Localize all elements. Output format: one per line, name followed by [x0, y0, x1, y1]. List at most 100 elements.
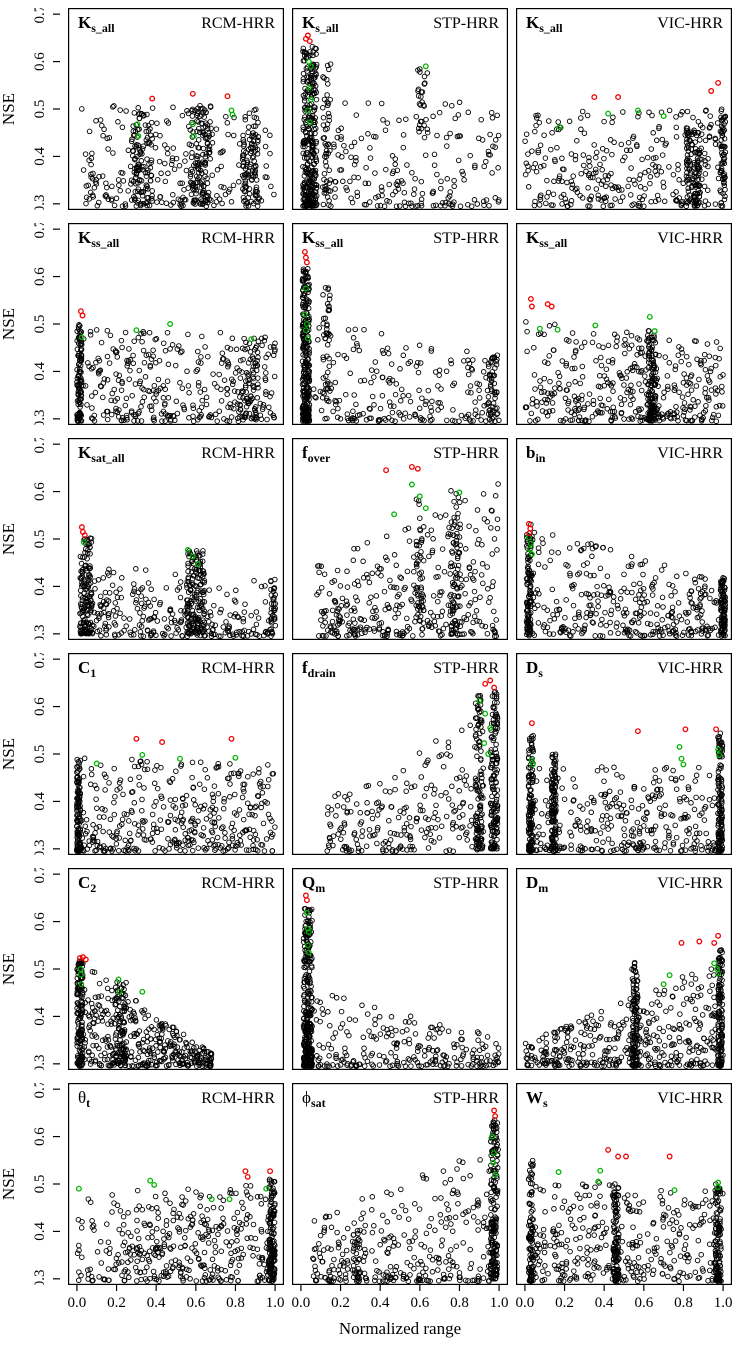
- y-axis-title: NSE: [0, 93, 18, 125]
- x-tick-label: 0.4: [371, 1295, 390, 1311]
- panel-model-label: RCM-HRR: [201, 445, 275, 462]
- panel-plot-area: Kss_all STP-HRR: [292, 223, 508, 425]
- x-tick-label: 0.4: [595, 1295, 614, 1311]
- panel-parameter-label: θt: [78, 1088, 90, 1110]
- scatter-panel-W_s-VIC-HRR: Ws VIC-HRR 0.0 0.2 0.4 0.6 0.8 1.0: [516, 1083, 732, 1313]
- scatter-panel-K_ss_all-STP-HRR: Kss_all STP-HRR: [292, 223, 508, 425]
- y-tick-label: 0.5: [32, 745, 48, 764]
- panel-parameter-label: Qm: [302, 873, 325, 895]
- panel-model-label: STP-HRR: [433, 230, 499, 247]
- panel-parameter-label: Ks_all: [302, 13, 339, 35]
- panel-model-label: RCM-HRR: [201, 230, 275, 247]
- y-tick-label: 0.3: [32, 839, 48, 855]
- panel-parameter-label: Ws: [526, 1088, 548, 1110]
- y-tick-label: 0.6: [32, 1127, 48, 1146]
- panel-parameter-label: Kss_all: [526, 228, 568, 250]
- x-tick-label: 0.0: [516, 1295, 534, 1311]
- panel-plot-area: Kss_all RCM-HRR: [68, 223, 284, 425]
- panel-model-label: STP-HRR: [433, 660, 499, 677]
- panel-parameter-label: Ks_all: [526, 13, 563, 35]
- y-tick-label: 0.3: [32, 194, 48, 210]
- scatter-panel-C_1-RCM-HRR: C1 RCM-HRR: [68, 653, 284, 855]
- panel-parameter-label: Ks_all: [78, 13, 115, 35]
- x-tick-label: 0.6: [634, 1295, 653, 1311]
- x-axis: 0.0 0.2 0.4 0.6 0.8 1.0: [292, 1285, 508, 1311]
- y-axis-title: NSE: [0, 738, 18, 770]
- y-axis-gutter: NSE 0.3 0.4 0.5 0.6 0.7: [0, 653, 60, 855]
- panel-plot-area: C1 RCM-HRR: [68, 653, 284, 855]
- y-tick-label: 0.4: [32, 792, 48, 811]
- scatter-panel-K_ss_all-VIC-HRR: Kss_all VIC-HRR: [516, 223, 732, 425]
- y-tick-label: 0.7: [32, 223, 48, 239]
- y-tick-label: 0.5: [32, 100, 48, 119]
- y-tick-label: 0.6: [32, 697, 48, 716]
- x-tick-label: 1.0: [490, 1295, 508, 1311]
- panel-model-label: VIC-HRR: [657, 660, 723, 677]
- scatter-panel-θ_t-RCM-HRR: θt RCM-HRR 0.0 0.2 0.4 0.6 0.8 1.0: [68, 1083, 284, 1313]
- scatter-panel-ϕ_sat-STP-HRR: ϕsat STP-HRR 0.0 0.2 0.4 0.6 0.8 1.0: [292, 1083, 508, 1313]
- x-tick-label: 1.0: [266, 1295, 284, 1311]
- panel-parameter-label: C1: [78, 658, 96, 680]
- panel-plot-area: bin VIC-HRR: [516, 438, 732, 640]
- scatter-panel-K_s_all-STP-HRR: Ks_all STP-HRR: [292, 8, 508, 210]
- panel-plot-area: Ws VIC-HRR: [516, 1083, 732, 1285]
- panel-plot-area: Ks_all STP-HRR: [292, 8, 508, 210]
- panel-parameter-label: Kss_all: [302, 228, 344, 250]
- panel-parameter-label: fdrain: [302, 658, 336, 680]
- y-tick-label: 0.5: [32, 315, 48, 334]
- y-tick-label: 0.7: [32, 653, 48, 669]
- y-tick-label: 0.7: [32, 1083, 48, 1099]
- panel-model-label: STP-HRR: [433, 15, 499, 32]
- y-tick-label: 0.6: [32, 52, 48, 71]
- panel-model-label: RCM-HRR: [201, 875, 275, 892]
- x-tick-label: 0.0: [68, 1295, 86, 1311]
- x-tick-label: 0.8: [674, 1295, 693, 1311]
- scatter-panel-D_m-VIC-HRR: Dm VIC-HRR: [516, 868, 732, 1070]
- panel-plot-area: fover STP-HRR: [292, 438, 508, 640]
- scatter-panel-K_sat_all-RCM-HRR: Ksat_all RCM-HRR: [68, 438, 284, 640]
- panel-model-label: STP-HRR: [433, 1090, 499, 1107]
- panel-model-label: VIC-HRR: [657, 1090, 723, 1107]
- y-tick-label: 0.3: [32, 409, 48, 425]
- panel-plot-area: θt RCM-HRR: [68, 1083, 284, 1285]
- panel-parameter-label: fover: [302, 443, 331, 465]
- scatter-panel-K_s_all-VIC-HRR: Ks_all VIC-HRR: [516, 8, 732, 210]
- y-tick-label: 0.6: [32, 482, 48, 501]
- y-tick-label: 0.6: [32, 267, 48, 286]
- scatter-panel-grid: NSE 0.3 0.4 0.5 0.6 0.7 Ks_all RCM-HRR Ks_all STP…: [0, 8, 732, 1313]
- panel-parameter-label: Ds: [526, 658, 543, 680]
- panel-model-label: VIC-HRR: [657, 445, 723, 462]
- y-axis-title: NSE: [0, 953, 18, 985]
- y-tick-label: 0.4: [32, 362, 48, 381]
- y-tick-label: 0.3: [32, 624, 48, 640]
- scatter-panel-Q_m-STP-HRR: Qm STP-HRR: [292, 868, 508, 1070]
- panel-model-label: VIC-HRR: [657, 15, 723, 32]
- x-axis-label: Normalized range: [338, 1319, 462, 1338]
- panel-plot-area: Ks_all VIC-HRR: [516, 8, 732, 210]
- x-tick-label: 0.6: [410, 1295, 429, 1311]
- y-tick-label: 0.4: [32, 577, 48, 596]
- y-axis-gutter: NSE 0.3 0.4 0.5 0.6 0.7: [0, 1083, 60, 1313]
- scatter-panel-C_2-RCM-HRR: C2 RCM-HRR: [68, 868, 284, 1070]
- panel-plot-area: Ks_all RCM-HRR: [68, 8, 284, 210]
- panel-plot-area: fdrain STP-HRR: [292, 653, 508, 855]
- y-tick-label: 0.3: [32, 1269, 48, 1285]
- x-tick-label: 0.6: [186, 1295, 205, 1311]
- x-tick-label: 0.2: [331, 1295, 350, 1311]
- x-tick-label: 0.8: [226, 1295, 245, 1311]
- scatter-panel-b_in-VIC-HRR: bin VIC-HRR: [516, 438, 732, 640]
- x-axis: 0.0 0.2 0.4 0.6 0.8 1.0: [68, 1285, 284, 1311]
- panel-parameter-label: Kss_all: [78, 228, 120, 250]
- panel-plot-area: Ksat_all RCM-HRR: [68, 438, 284, 640]
- y-axis-title: NSE: [0, 523, 18, 555]
- y-tick-label: 0.7: [32, 438, 48, 454]
- x-tick-label: 0.4: [147, 1295, 166, 1311]
- panel-parameter-label: bin: [526, 443, 546, 465]
- y-axis-gutter: NSE 0.3 0.4 0.5 0.6 0.7: [0, 223, 60, 425]
- scatter-panel-K_ss_all-RCM-HRR: Kss_all RCM-HRR: [68, 223, 284, 425]
- panel-plot-area: ϕsat STP-HRR: [292, 1083, 508, 1285]
- y-tick-label: 0.5: [32, 530, 48, 549]
- x-tick-label: 0.0: [292, 1295, 310, 1311]
- panel-parameter-label: Ksat_all: [78, 443, 125, 465]
